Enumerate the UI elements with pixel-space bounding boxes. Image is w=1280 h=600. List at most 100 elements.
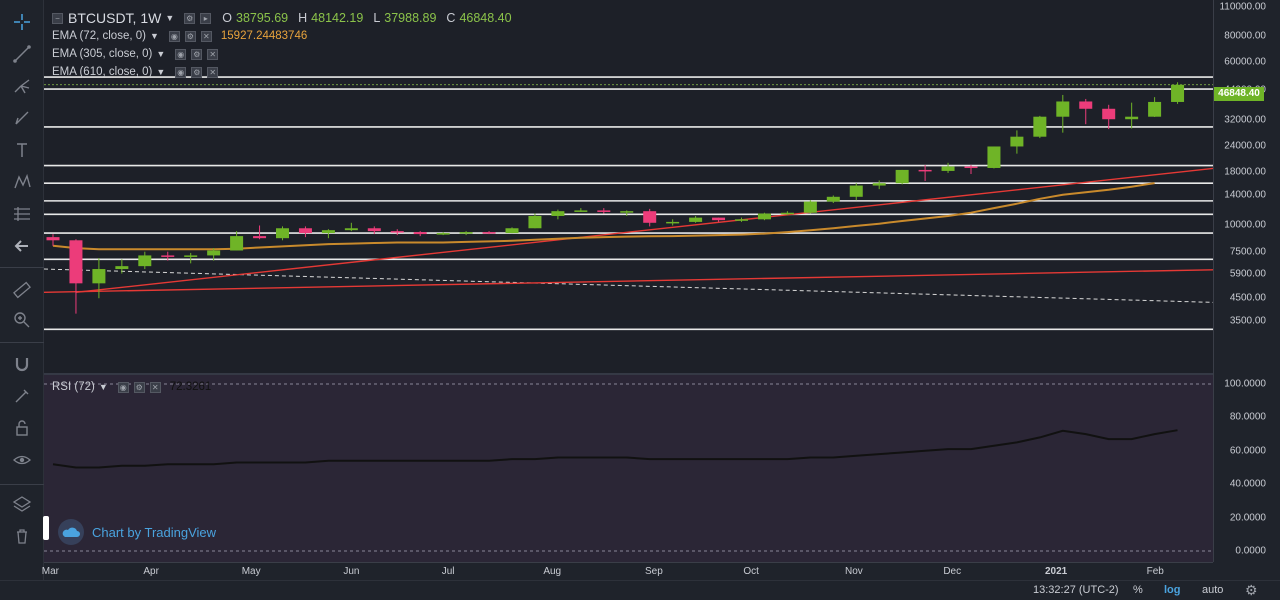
candle[interactable] — [757, 212, 771, 221]
close-icon[interactable]: ✕ — [207, 66, 219, 78]
candle[interactable] — [1102, 104, 1116, 130]
candlestick-chart[interactable] — [43, 0, 1214, 373]
candle[interactable] — [1125, 102, 1139, 129]
percent-scale-toggle[interactable]: % — [1133, 584, 1143, 596]
candle[interactable] — [643, 208, 657, 227]
time-axis[interactable]: Mar Apr May Jun Jul Aug Sep Oct Nov Dec 2021 Feb — [42, 562, 1213, 580]
candle[interactable] — [482, 231, 496, 235]
log-scale-toggle[interactable]: log — [1164, 584, 1181, 596]
ruler-icon[interactable] — [8, 276, 36, 304]
candle[interactable] — [712, 217, 726, 222]
indicator-legend-ema305[interactable]: EMA (305, close, 0) ▼ ◉ ⚙ ✕ — [52, 48, 219, 60]
eye-toggle-icon[interactable]: ◉ — [175, 66, 187, 78]
indicator-label[interactable]: EMA (305, close, 0) — [52, 48, 153, 60]
candle[interactable] — [735, 217, 748, 222]
candle[interactable] — [1171, 82, 1185, 104]
candle[interactable] — [666, 219, 680, 226]
trend-line-icon[interactable] — [8, 40, 36, 68]
back-arrow-icon[interactable] — [8, 232, 36, 260]
candle[interactable] — [872, 180, 886, 190]
candle[interactable] — [207, 248, 221, 261]
chevron-down-icon[interactable]: ▼ — [156, 67, 166, 77]
main-price-pane[interactable] — [43, 0, 1214, 373]
rsi-pane[interactable] — [44, 375, 1213, 562]
settings-icon[interactable]: ⚙ — [191, 48, 203, 60]
candle[interactable] — [1148, 97, 1162, 117]
fork-icon[interactable] — [8, 72, 36, 100]
chevron-down-icon[interactable]: ▼ — [156, 49, 166, 59]
candle[interactable] — [413, 231, 427, 237]
chevron-down-icon[interactable]: ▼ — [165, 13, 175, 23]
candle[interactable] — [1079, 98, 1093, 125]
eye-toggle-icon[interactable]: ◉ — [117, 381, 129, 393]
zoom-icon[interactable] — [8, 306, 36, 334]
candle[interactable] — [46, 234, 60, 246]
lock-icon[interactable] — [8, 414, 36, 442]
candle[interactable] — [184, 252, 198, 264]
candle[interactable] — [597, 208, 611, 214]
scroll-handle[interactable] — [43, 516, 49, 540]
candle[interactable] — [620, 210, 634, 216]
crosshair-icon[interactable] — [8, 8, 36, 36]
candle[interactable] — [459, 231, 473, 236]
candle[interactable] — [918, 165, 932, 181]
candle[interactable] — [849, 183, 863, 201]
indicator-label[interactable]: EMA (610, close, 0) — [52, 66, 153, 78]
candle[interactable] — [276, 226, 289, 241]
candle[interactable] — [390, 229, 404, 236]
watermark-text[interactable]: Chart by TradingView — [92, 524, 217, 540]
close-icon[interactable]: ✕ — [200, 30, 212, 42]
eye-toggle-icon[interactable]: ◉ — [175, 48, 187, 60]
candle[interactable] — [344, 222, 358, 232]
chevron-down-icon[interactable]: ▼ — [149, 31, 159, 41]
rsi-legend[interactable]: RSI (72) ▼ ◉ ⚙ ✕ 72.3261 — [52, 381, 211, 393]
candle[interactable] — [367, 226, 381, 235]
indicator-legend-ema72[interactable]: EMA (72, close, 0) ▼ ◉ ⚙ ✕ 15927.2448374… — [52, 30, 307, 42]
eye-toggle-icon[interactable]: ◉ — [168, 30, 180, 42]
settings-icon[interactable]: ⚙ — [191, 66, 203, 78]
candle[interactable] — [161, 251, 175, 261]
candle[interactable] — [230, 231, 244, 251]
settings-icon[interactable]: ⚙ — [184, 30, 196, 42]
candle[interactable] — [964, 165, 978, 174]
close-icon[interactable]: ✕ — [149, 381, 161, 393]
gear-icon[interactable]: ⚙ — [1245, 582, 1258, 598]
rsi-chart[interactable] — [44, 375, 1213, 562]
price-scale[interactable]: 110000.0080000.0060000.0044000.0032000.0… — [1213, 0, 1280, 562]
text-icon[interactable] — [8, 136, 36, 164]
clock-readout[interactable]: 13:32:27 (UTC-2) — [1033, 584, 1119, 596]
candle[interactable] — [987, 146, 1001, 169]
chevron-down-icon[interactable]: ▼ — [98, 382, 108, 392]
indicator-legend-ema610[interactable]: EMA (610, close, 0) ▼ ◉ ⚙ ✕ — [52, 66, 219, 78]
symbol-ticker[interactable]: BTCUSDT, 1W — [68, 10, 162, 26]
pane-divider[interactable] — [44, 373, 1213, 375]
eye-icon[interactable] — [8, 446, 36, 474]
candle[interactable] — [115, 259, 129, 274]
candle[interactable] — [803, 200, 817, 214]
candle[interactable] — [69, 239, 83, 314]
candle[interactable] — [826, 195, 840, 203]
rsi-label[interactable]: RSI (72) — [52, 381, 95, 393]
trash-icon[interactable] — [8, 522, 36, 550]
pattern-icon[interactable] — [8, 168, 36, 196]
candle[interactable] — [505, 227, 519, 234]
candle[interactable] — [1033, 115, 1047, 139]
candle[interactable] — [92, 257, 106, 299]
candle[interactable] — [436, 232, 450, 236]
tradingview-watermark[interactable]: Chart by TradingView — [58, 518, 216, 546]
candle[interactable] — [551, 209, 565, 220]
more-icon[interactable]: ▸ — [200, 12, 212, 24]
candle[interactable] — [1056, 94, 1070, 133]
auto-scale-toggle[interactable]: auto — [1202, 584, 1224, 596]
fib-icon[interactable] — [8, 200, 36, 228]
candle[interactable] — [1010, 130, 1024, 154]
settings-icon[interactable]: ⚙ — [133, 381, 145, 393]
magnet-icon[interactable] — [8, 350, 36, 378]
candle[interactable] — [780, 211, 794, 216]
layers-icon[interactable] — [8, 490, 36, 518]
candle[interactable] — [321, 229, 335, 239]
candle[interactable] — [138, 251, 152, 270]
candle[interactable] — [689, 215, 703, 223]
candle[interactable] — [574, 208, 588, 212]
settings-icon[interactable]: ⚙ — [184, 12, 196, 24]
